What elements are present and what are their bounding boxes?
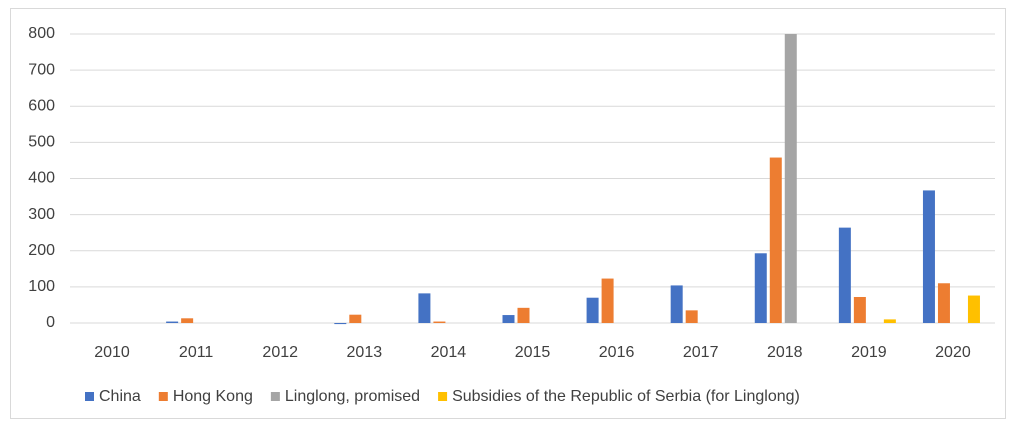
- bar: [670, 285, 683, 323]
- bar: [181, 318, 194, 323]
- x-tick-label: 2013: [347, 344, 383, 361]
- bar: [967, 295, 980, 323]
- bar: [601, 278, 614, 323]
- x-tick-label: 2011: [179, 344, 214, 361]
- y-tick-label: 400: [28, 170, 55, 187]
- y-tick-label: 200: [28, 242, 55, 259]
- bar: [349, 314, 362, 323]
- bar: [334, 323, 347, 325]
- bar: [166, 321, 179, 323]
- legend-swatch: [85, 392, 94, 401]
- bar: [433, 321, 446, 323]
- y-tick-label: 600: [28, 97, 55, 114]
- y-tick-label: 300: [28, 206, 55, 223]
- x-tick-label: 2020: [935, 344, 971, 361]
- legend-label: Subsidies of the Republic of Serbia (for…: [452, 388, 800, 405]
- bar: [685, 310, 698, 323]
- y-tick-label: 800: [28, 25, 55, 42]
- legend-swatch: [270, 392, 280, 401]
- bar: [853, 296, 866, 323]
- x-tick-label: 2014: [431, 344, 467, 361]
- legend-label: Hong Kong: [173, 388, 253, 405]
- x-tick-label: 2010: [94, 344, 130, 361]
- x-tick-label: 2018: [767, 344, 803, 361]
- x-tick-label: 2017: [683, 344, 719, 361]
- bar: [937, 283, 950, 323]
- bar: [502, 315, 515, 323]
- chart-frame: [10, 8, 1006, 419]
- legend-label: China: [99, 388, 141, 405]
- legend-swatch: [158, 392, 168, 401]
- y-tick-label: 0: [46, 314, 55, 331]
- bar: [883, 319, 896, 323]
- x-tick-label: 2019: [851, 344, 887, 361]
- legend-swatch: [438, 392, 448, 401]
- y-tick-label: 700: [28, 61, 55, 78]
- bar: [838, 227, 851, 323]
- y-tick-label: 500: [28, 134, 55, 151]
- x-tick-label: 2012: [262, 344, 298, 361]
- bar: [418, 293, 431, 323]
- bar: [784, 34, 797, 323]
- x-tick-label: 2016: [599, 344, 635, 361]
- bar: [754, 253, 767, 323]
- bar: [922, 190, 935, 323]
- bar: [769, 157, 782, 323]
- legend-label: Linglong, promised: [285, 388, 420, 405]
- bar: [586, 297, 599, 323]
- x-tick-label: 2015: [515, 344, 551, 361]
- y-tick-label: 100: [28, 278, 55, 295]
- bar: [517, 307, 530, 323]
